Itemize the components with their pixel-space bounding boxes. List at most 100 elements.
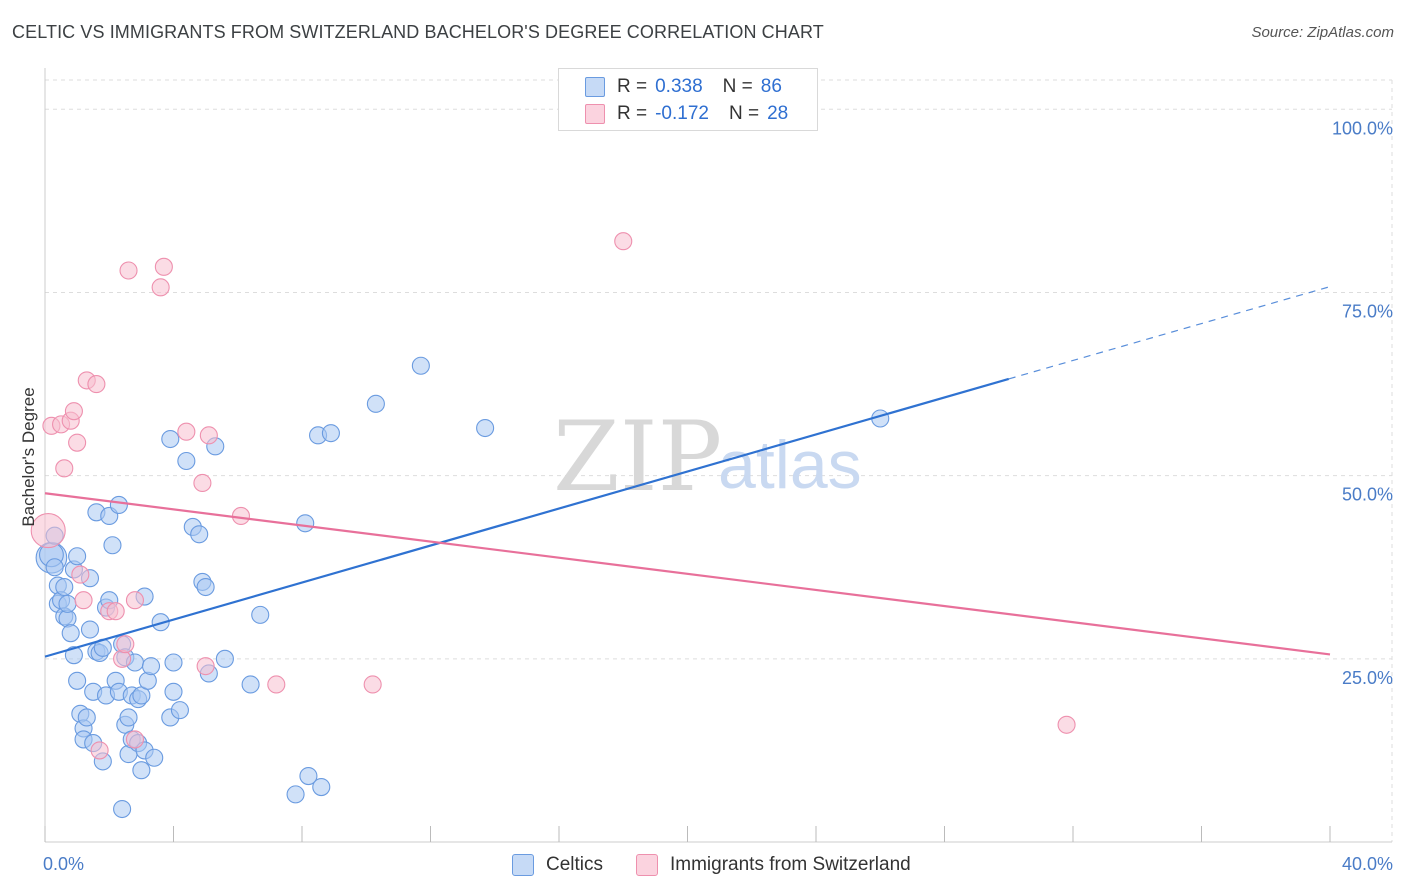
- y-tick-label: 25.0%: [1342, 668, 1393, 688]
- y-tick-label: 100.0%: [1332, 118, 1393, 138]
- celtics-point: [241, 675, 260, 694]
- swiss-point: [614, 232, 633, 251]
- swiss-point: [55, 459, 74, 478]
- celtics-point: [190, 525, 209, 544]
- y-axis-label: Bachelor's Degree: [19, 387, 38, 526]
- legend-label-swiss: Immigrants from Switzerland: [670, 854, 911, 875]
- legend-label-celtics: Celtics: [546, 854, 604, 875]
- x-tick-labels: 0.0% 40.0%: [43, 854, 1393, 874]
- swiss-point: [68, 433, 87, 452]
- celtics-point: [366, 394, 385, 413]
- r-label: R =: [617, 103, 648, 124]
- celtics-point: [55, 577, 74, 597]
- stats-legend: R = 0.338 N = 86 R = -0.172 N = 28: [558, 68, 818, 131]
- r-value: -0.172: [655, 103, 709, 124]
- swiss-point: [71, 565, 90, 584]
- swiss-point: [125, 591, 144, 610]
- swiss-point: [154, 257, 173, 276]
- swiss-point: [177, 422, 196, 441]
- n-value: 86: [760, 76, 782, 97]
- celtics-legend-swatch: [512, 854, 534, 876]
- celtics-point: [312, 777, 331, 797]
- x-tick-label-max: 40.0%: [1342, 854, 1393, 874]
- swiss-point: [125, 730, 144, 749]
- celtics-point: [296, 514, 315, 533]
- celtics-point: [164, 653, 183, 672]
- celtics-point: [103, 536, 122, 555]
- celtics-point: [109, 495, 128, 515]
- celtics-point: [68, 671, 87, 690]
- y-tick-labels: 25.0% 50.0% 75.0% 100.0%: [1332, 118, 1393, 688]
- celtics-point: [299, 767, 318, 786]
- celtics-point: [132, 761, 151, 780]
- celtics-trend-line: [44, 377, 1010, 658]
- axes: [44, 68, 1392, 843]
- swiss-point: [64, 402, 83, 421]
- legend-item-celtics[interactable]: Celtics: [512, 852, 603, 878]
- celtics-point: [251, 605, 270, 624]
- celtics-point: [119, 708, 138, 727]
- celtics-point: [77, 708, 96, 727]
- swiss-trend-line: [44, 492, 1331, 656]
- swiss-point: [199, 426, 218, 445]
- swiss-point: [193, 473, 212, 493]
- swiss-point: [231, 506, 251, 526]
- celtics-point: [145, 748, 164, 767]
- celtics-point: [321, 424, 340, 443]
- celtics-trend-extension: [1008, 286, 1331, 380]
- celtics-point: [164, 682, 183, 701]
- watermark-atlas: atlas: [718, 427, 862, 503]
- n-label: N =: [722, 76, 753, 97]
- n-value: 28: [767, 103, 789, 124]
- r-label: R =: [617, 76, 648, 97]
- swiss-point: [87, 375, 106, 394]
- swiss-point: [90, 741, 109, 760]
- swiss-point: [116, 635, 135, 654]
- legend-item-swiss[interactable]: Immigrants from Switzerland: [636, 852, 911, 878]
- grid-lines: [45, 79, 1393, 842]
- r-value: 0.338: [655, 76, 703, 97]
- celtics-point: [64, 646, 83, 665]
- x-tick-label-min: 0.0%: [43, 854, 84, 874]
- n-label: N =: [728, 103, 760, 124]
- swiss-point: [30, 513, 66, 549]
- swiss-legend-swatch: [636, 854, 658, 876]
- swiss-point: [119, 261, 138, 280]
- celtics-point: [80, 620, 100, 639]
- source-credit: Source: ZipAtlas.com: [1251, 24, 1394, 41]
- swiss-point: [74, 591, 93, 610]
- data-points: [30, 232, 1076, 819]
- celtics-point: [476, 418, 495, 438]
- celtics-point: [196, 577, 215, 597]
- swiss-point: [267, 675, 286, 694]
- stats-row-celtics: R = 0.338 N = 86: [585, 75, 782, 99]
- stats-row-swiss: R = -0.172 N = 28: [585, 102, 788, 126]
- swiss-point: [151, 278, 170, 297]
- celtics-point: [177, 451, 196, 471]
- celtics-point: [141, 657, 161, 676]
- watermark-zip: ZIP: [553, 401, 722, 513]
- celtics-point: [215, 649, 234, 668]
- y-tick-label: 50.0%: [1342, 485, 1393, 505]
- swiss-swatch: [585, 104, 605, 124]
- y-tick-label: 75.0%: [1342, 301, 1393, 321]
- swiss-point: [1057, 715, 1076, 734]
- celtics-point: [58, 594, 77, 613]
- swiss-point: [196, 657, 215, 676]
- swiss-point: [106, 602, 125, 621]
- celtics-point: [113, 799, 132, 819]
- swiss-point: [363, 675, 382, 694]
- celtics-point: [138, 671, 157, 690]
- celtics-point: [286, 785, 305, 804]
- trend-lines: [44, 286, 1331, 658]
- celtics-point: [161, 429, 180, 449]
- celtics-point: [45, 558, 64, 577]
- celtics-point: [68, 547, 87, 566]
- chart-title: CELTIC VS IMMIGRANTS FROM SWITZERLAND BA…: [12, 22, 824, 42]
- celtics-swatch: [585, 77, 605, 97]
- celtics-point: [411, 356, 430, 375]
- celtics-point: [170, 701, 189, 720]
- swiss-point: [113, 649, 132, 668]
- celtics-point: [61, 624, 80, 643]
